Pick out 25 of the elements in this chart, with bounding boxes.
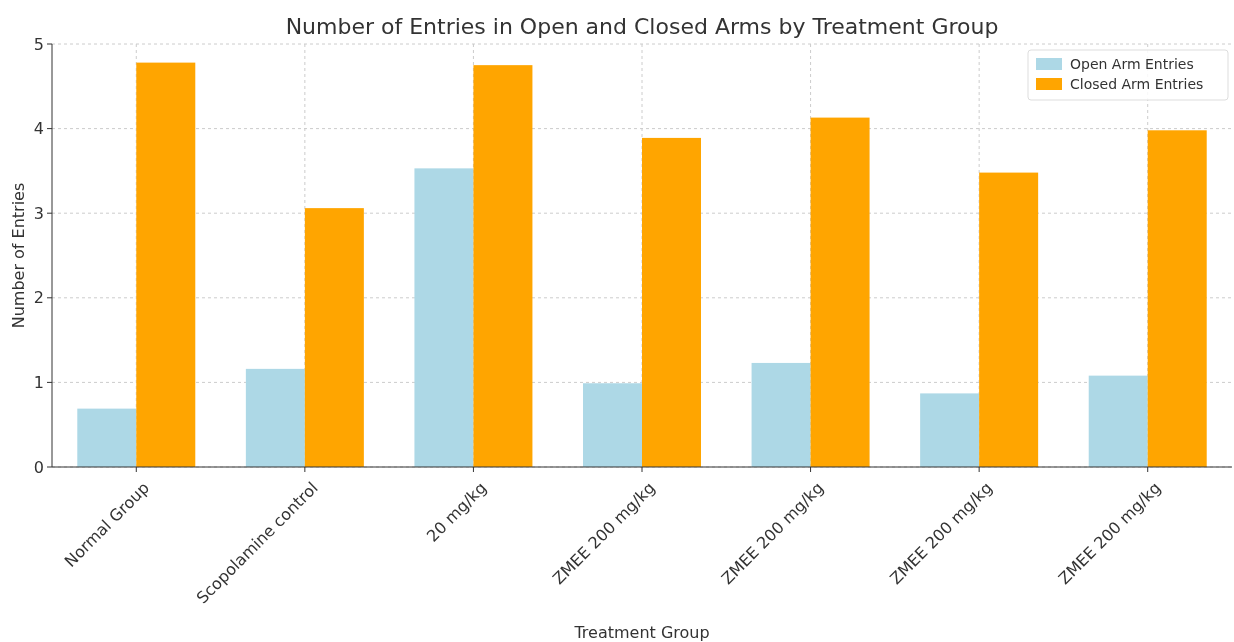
y-tick-label: 1 xyxy=(33,373,44,392)
bar xyxy=(920,393,980,467)
y-tick-label: 0 xyxy=(33,457,44,477)
x-axis-title: Treatment Group xyxy=(573,623,710,642)
chart-title: Number of Entries in Open and Closed Arms by Treatment Group xyxy=(285,14,999,39)
y-tick-label: 4 xyxy=(33,119,44,139)
bar xyxy=(414,168,474,467)
bar xyxy=(751,362,811,467)
bar xyxy=(245,368,305,467)
y-tick-label: 2 xyxy=(33,288,44,308)
bar xyxy=(1088,375,1148,467)
y-axis-title: Number of Entries xyxy=(9,182,28,329)
bar xyxy=(473,65,533,467)
legend-label: Open Arm Entries xyxy=(1070,55,1194,72)
bar xyxy=(77,408,137,467)
bar xyxy=(1147,130,1207,467)
bar xyxy=(642,137,701,467)
bar xyxy=(583,383,642,467)
y-tick-label: 5 xyxy=(33,34,44,54)
bar xyxy=(136,62,196,467)
legend-label: Closed Arm Entries xyxy=(1070,75,1204,92)
bar xyxy=(304,208,364,467)
bar xyxy=(810,117,870,467)
y-tick-label: 3 xyxy=(33,203,44,223)
bar xyxy=(979,172,1039,467)
